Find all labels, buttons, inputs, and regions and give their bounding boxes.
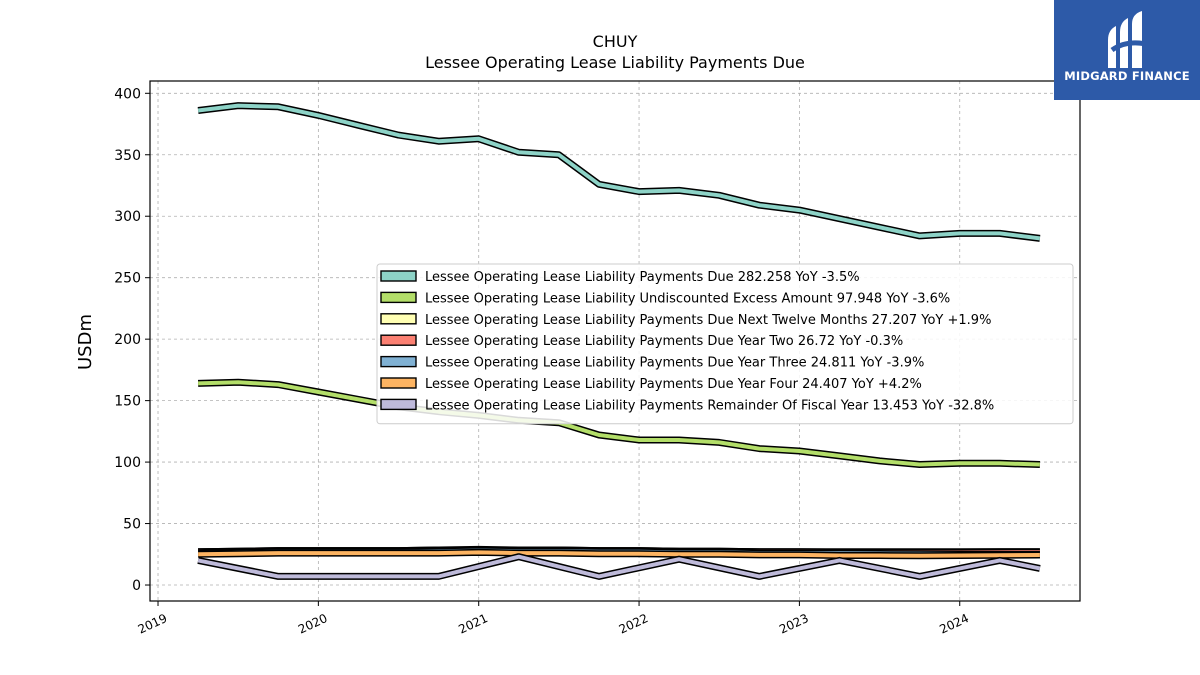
legend: Lessee Operating Lease Liability Payment…: [376, 263, 1074, 425]
legend-entry: Lessee Operating Lease Liability Payment…: [425, 356, 924, 371]
y-tick-label: 350: [114, 148, 141, 164]
legend-box: [376, 263, 1074, 425]
x-tick-label: 2023: [777, 611, 811, 637]
series-fill: [198, 550, 1040, 558]
midgard-logo-icon: [1108, 11, 1147, 68]
legend-entry: Lessee Operating Lease Liability Payment…: [425, 313, 991, 328]
brand-name: MIDGARD FINANCE: [1064, 69, 1190, 83]
brand-logo: MIDGARD FINANCE: [1054, 0, 1200, 100]
series-line-1: [197, 102, 1041, 242]
y-axis-label: USDm: [75, 314, 96, 370]
y-tick-label: 50: [123, 517, 141, 533]
legend-entry: Lessee Operating Lease Liability Payment…: [425, 334, 903, 349]
axes: 0 50 100 150 200 250 300 350 400 2019 2020 2021 2022…: [114, 86, 971, 636]
series-line-7: [197, 553, 1041, 580]
series-line-6: [198, 548, 1040, 560]
legend-entry: Lessee Operating Lease Liability Payment…: [425, 377, 922, 392]
x-tick-label: 2022: [617, 611, 651, 637]
series-layer: [197, 102, 1041, 580]
legend-swatch: [380, 313, 417, 325]
plot-frame: [149, 80, 1081, 602]
chart-title: CHUY: [593, 32, 638, 51]
y-tick-label: 200: [114, 332, 141, 348]
series-outline: [197, 102, 1041, 242]
y-tick-label: 300: [114, 209, 141, 225]
legend-swatch: [380, 398, 417, 411]
y-tick-label: 400: [114, 86, 141, 102]
legend-swatch: [380, 291, 417, 304]
legend-entry: Lessee Operating Lease Liability Payment…: [425, 270, 860, 285]
x-tick-label: 2021: [456, 611, 490, 637]
y-tick-label: 150: [114, 394, 141, 410]
legend-entry: Lessee Operating Lease Liability Payment…: [425, 398, 994, 413]
y-tick-label: 100: [114, 455, 141, 471]
y-tick-label: 0: [132, 578, 141, 594]
x-tick-label: 2020: [296, 611, 330, 637]
legend-entry: Lessee Operating Lease Liability Undisco…: [425, 291, 950, 306]
legend-swatch: [380, 355, 417, 368]
series-line-2: [197, 378, 1041, 468]
series-fill: [197, 554, 1041, 579]
x-tick-label: 2019: [136, 611, 170, 637]
series-fill: [198, 380, 1040, 467]
legend-swatch: [380, 334, 417, 346]
y-tick-label: 250: [114, 271, 141, 287]
x-tick-label: 2024: [937, 611, 971, 637]
series-fill: [197, 103, 1041, 241]
chart-subtitle: Lessee Operating Lease Liability Payment…: [425, 53, 805, 72]
legend-swatch: [380, 270, 417, 282]
legend-swatch: [380, 377, 417, 389]
